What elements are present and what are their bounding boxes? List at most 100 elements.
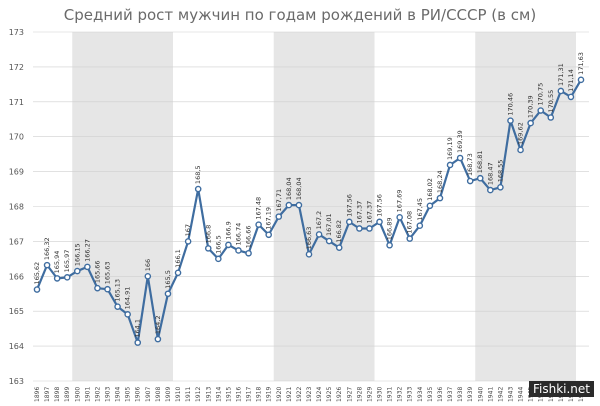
x-tick-label: 1916 [235, 387, 242, 402]
x-tick-label: 1896 [34, 387, 41, 402]
data-point [436, 194, 444, 202]
data-label: 166,9 [224, 221, 232, 240]
data-point [366, 225, 373, 232]
data-point [94, 284, 101, 292]
data-label: 167 [184, 224, 192, 236]
x-tick-label: 1899 [64, 387, 71, 402]
data-point [456, 154, 464, 162]
y-tick-label: 170 [9, 133, 24, 142]
data-point [356, 225, 363, 232]
data-point [275, 213, 283, 220]
x-tick-label: 1903 [105, 387, 112, 402]
data-label: 164,1 [134, 319, 142, 338]
data-point [63, 274, 71, 281]
data-label: 167,01 [325, 213, 333, 236]
data-label: 168,47 [486, 162, 494, 185]
data-label: 166,89 [386, 217, 394, 240]
x-tick-label: 1943 [507, 387, 514, 402]
data-label: 171,14 [567, 69, 575, 92]
data-point [43, 261, 51, 269]
data-label: 166,8 [204, 225, 212, 244]
data-label: 166,15 [73, 243, 81, 266]
y-tick-label: 165 [9, 307, 24, 316]
data-point [215, 255, 222, 263]
data-label: 165,5 [164, 270, 172, 289]
x-tick-label: 1938 [457, 387, 464, 402]
data-point [386, 241, 393, 249]
y-tick-label: 164 [9, 342, 24, 351]
x-tick-label: 1898 [54, 387, 61, 402]
data-point [225, 241, 232, 249]
x-tick-label: 1931 [387, 387, 394, 402]
x-tick-label: 1924 [316, 387, 323, 402]
data-label: 168,02 [426, 178, 434, 201]
data-point [194, 185, 202, 193]
data-point [517, 146, 524, 154]
data-label: 166,1 [174, 249, 182, 268]
x-tick-label: 1918 [256, 387, 263, 402]
data-point [406, 235, 414, 242]
x-tick-label: 1897 [44, 387, 51, 402]
data-label: 169,19 [446, 137, 454, 160]
data-label: 170,75 [537, 83, 545, 106]
x-tick-label: 1914 [215, 387, 222, 402]
watermark: Fishki.net [528, 381, 594, 397]
data-label: 166,74 [234, 223, 242, 246]
data-label: 167,69 [396, 190, 404, 213]
x-tick-label: 1940 [477, 387, 484, 402]
data-label: 167,71 [275, 189, 283, 212]
data-point [325, 237, 333, 245]
y-tick-label: 169 [9, 168, 24, 177]
x-tick-label: 1934 [417, 387, 424, 402]
data-point [84, 263, 91, 271]
data-point [144, 272, 152, 280]
x-tick-label: 1917 [246, 387, 253, 402]
data-point [426, 202, 434, 210]
x-tick-label: 1905 [125, 387, 132, 402]
x-tick-label: 1928 [356, 387, 363, 402]
x-tick-label: 1921 [286, 387, 293, 402]
data-label: 170,55 [547, 90, 555, 113]
data-point [335, 244, 343, 251]
data-point [53, 275, 61, 282]
data-point [446, 161, 454, 169]
data-point [345, 218, 353, 226]
data-point [134, 339, 142, 346]
x-tick-label: 1926 [336, 387, 343, 402]
x-tick-label: 1907 [145, 387, 152, 402]
x-tick-label: 1904 [115, 387, 122, 402]
x-tick-label: 1912 [195, 387, 202, 402]
data-label: 170,39 [527, 95, 535, 118]
data-label: 165,66 [93, 260, 101, 283]
y-tick-label: 171 [9, 98, 24, 107]
data-point [376, 218, 383, 226]
x-tick-label: 1923 [306, 387, 313, 402]
data-label: 165,62 [33, 262, 41, 285]
data-label: 167,2 [315, 211, 323, 230]
data-label: 168,04 [295, 177, 303, 200]
data-label: 171,31 [557, 63, 565, 86]
data-label: 168,73 [466, 153, 474, 176]
data-label: 166,27 [83, 239, 91, 262]
x-tick-label: 1942 [497, 387, 504, 402]
x-tick-label: 1908 [155, 387, 162, 402]
data-point [557, 87, 565, 95]
grid-lines [33, 31, 589, 382]
y-axis: 163 164 165 166 167 168 169 170 171 172 173 [9, 28, 24, 386]
data-point [487, 186, 494, 194]
data-point [285, 201, 293, 209]
x-tick-label: 1922 [296, 387, 303, 402]
data-point [245, 249, 252, 257]
data-point [114, 303, 121, 310]
x-tick-label: 1902 [94, 387, 101, 402]
x-tick-label: 1900 [74, 387, 81, 402]
data-point [416, 222, 424, 229]
data-label: 166,63 [305, 227, 313, 250]
data-point [235, 247, 242, 254]
data-label: 169,39 [456, 130, 464, 153]
data-point [315, 231, 323, 238]
data-point [305, 251, 313, 258]
data-label: 168,55 [496, 160, 504, 183]
x-tick-label: 1927 [346, 387, 353, 402]
